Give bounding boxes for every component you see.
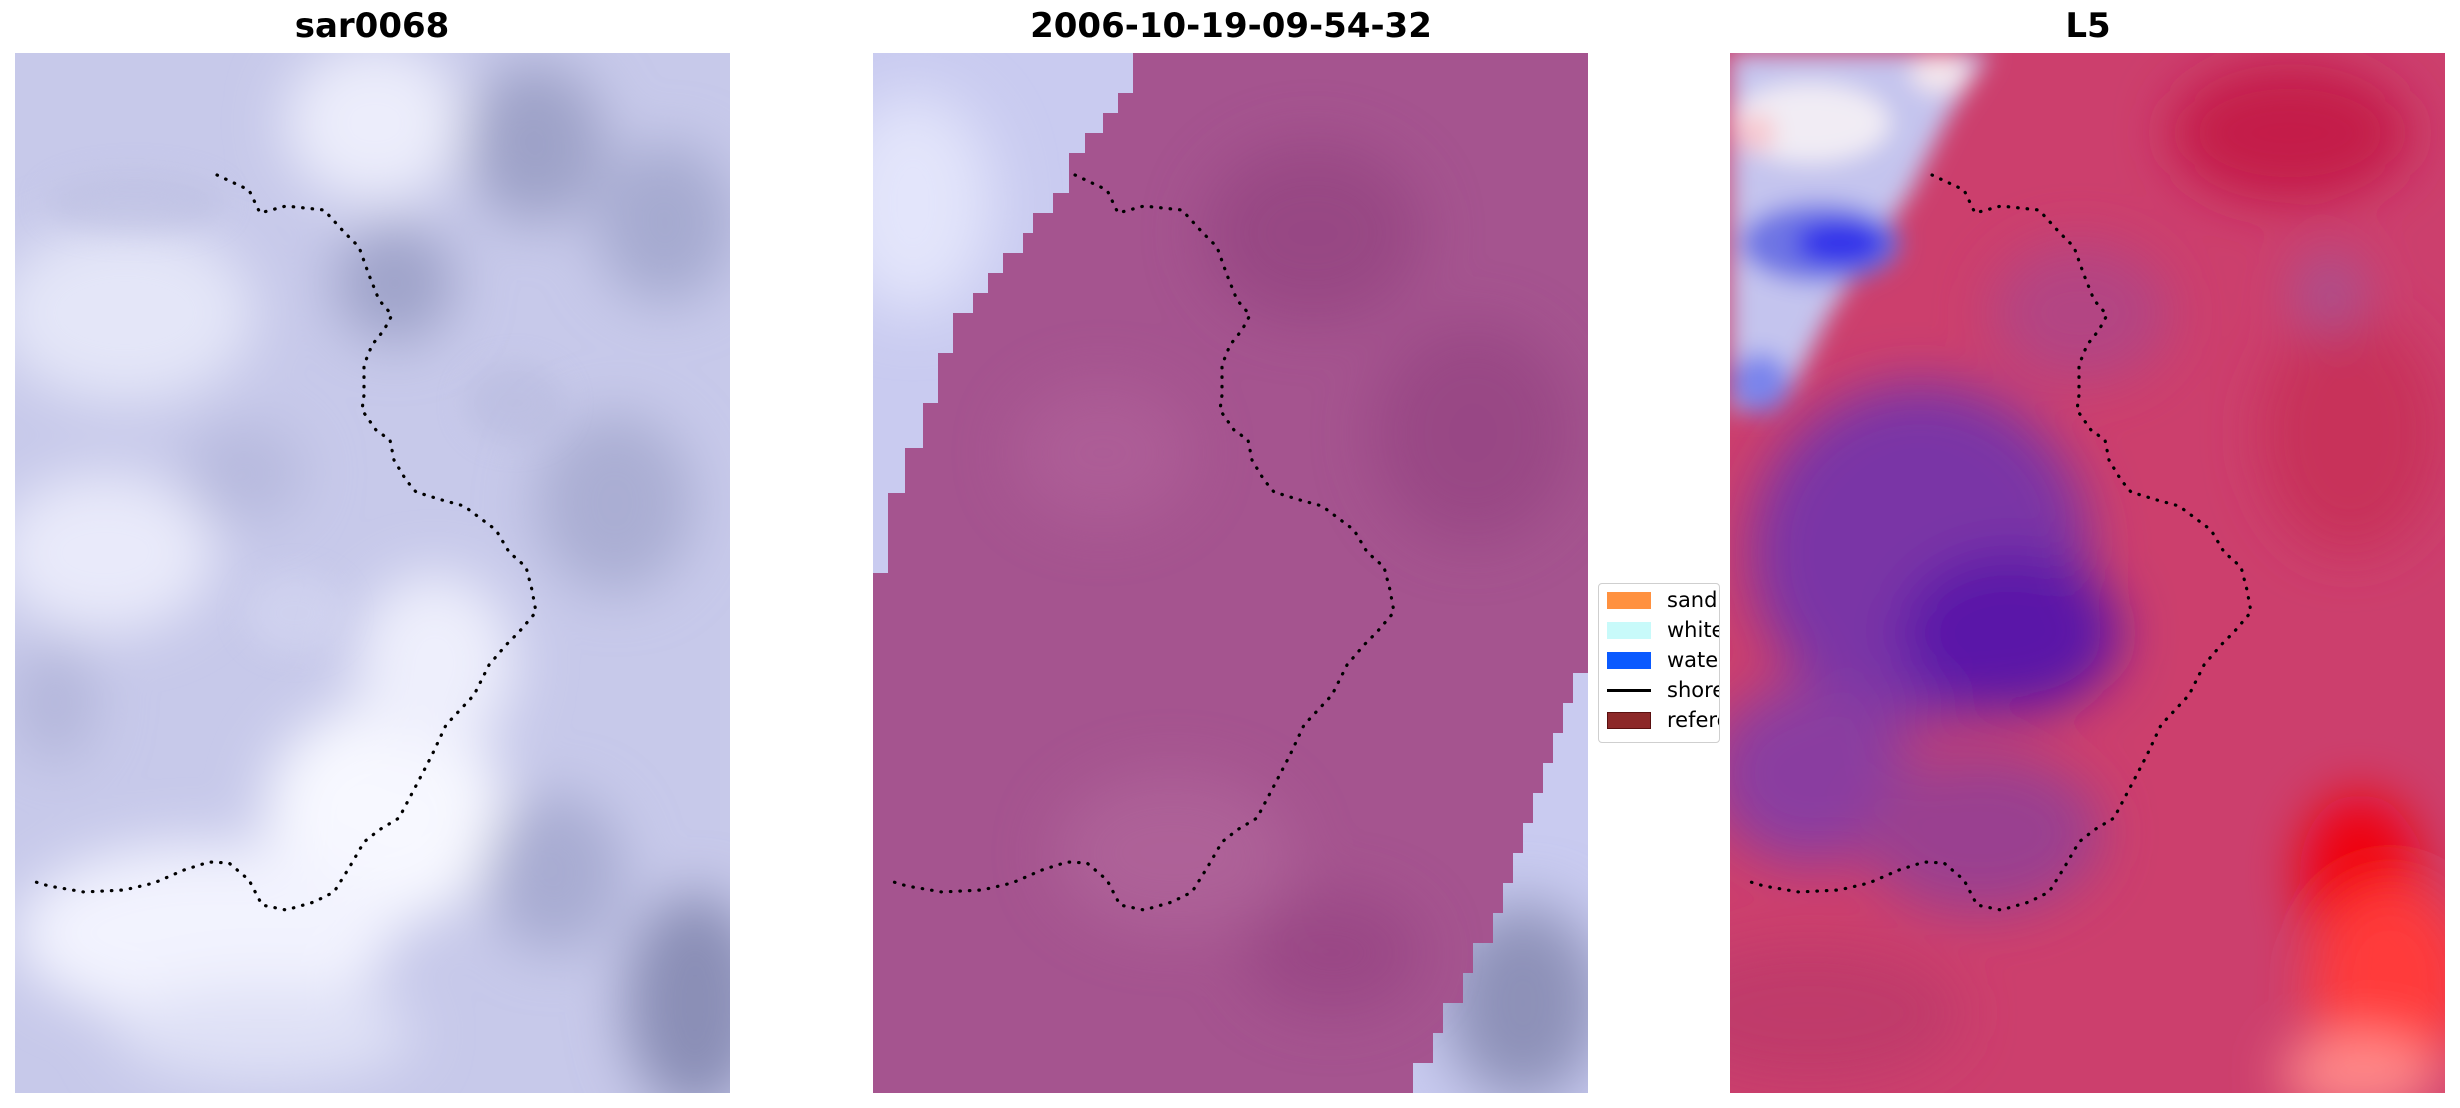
legend-item-shoreline: shoreline [1607,677,1719,703]
legend-label: shoreline [1667,678,1719,702]
panel-title-2: 2006-10-19-09-54-32 [1030,6,1432,46]
legend-item-sand: sand [1607,587,1717,613]
reference-swatch [1607,711,1651,729]
whitewater-swatch [1607,621,1651,639]
classified-image [873,53,1588,1093]
legend-item-whitewater: whitewater [1607,617,1720,643]
legend-label: water [1667,648,1719,672]
sand-swatch [1607,591,1651,609]
water-swatch [1607,651,1651,669]
legend-item-water: water [1607,647,1719,673]
panel-title-1: sar0068 [294,6,450,46]
shoreline-swatch [1607,688,1651,692]
legend-item-reference: reference [1607,707,1719,733]
legend: sand whitewater water shoreline referenc… [1598,583,1720,743]
legend-label: whitewater [1667,618,1720,642]
sar-image [15,53,730,1093]
image-panel-classified [873,53,1588,1093]
l5-image [1730,53,2445,1093]
panel-title-3: L5 [2065,6,2111,46]
image-panel-l5 [1730,53,2445,1093]
image-panel-sar [15,53,730,1093]
legend-label: reference [1667,708,1719,732]
legend-label: sand [1667,588,1718,612]
